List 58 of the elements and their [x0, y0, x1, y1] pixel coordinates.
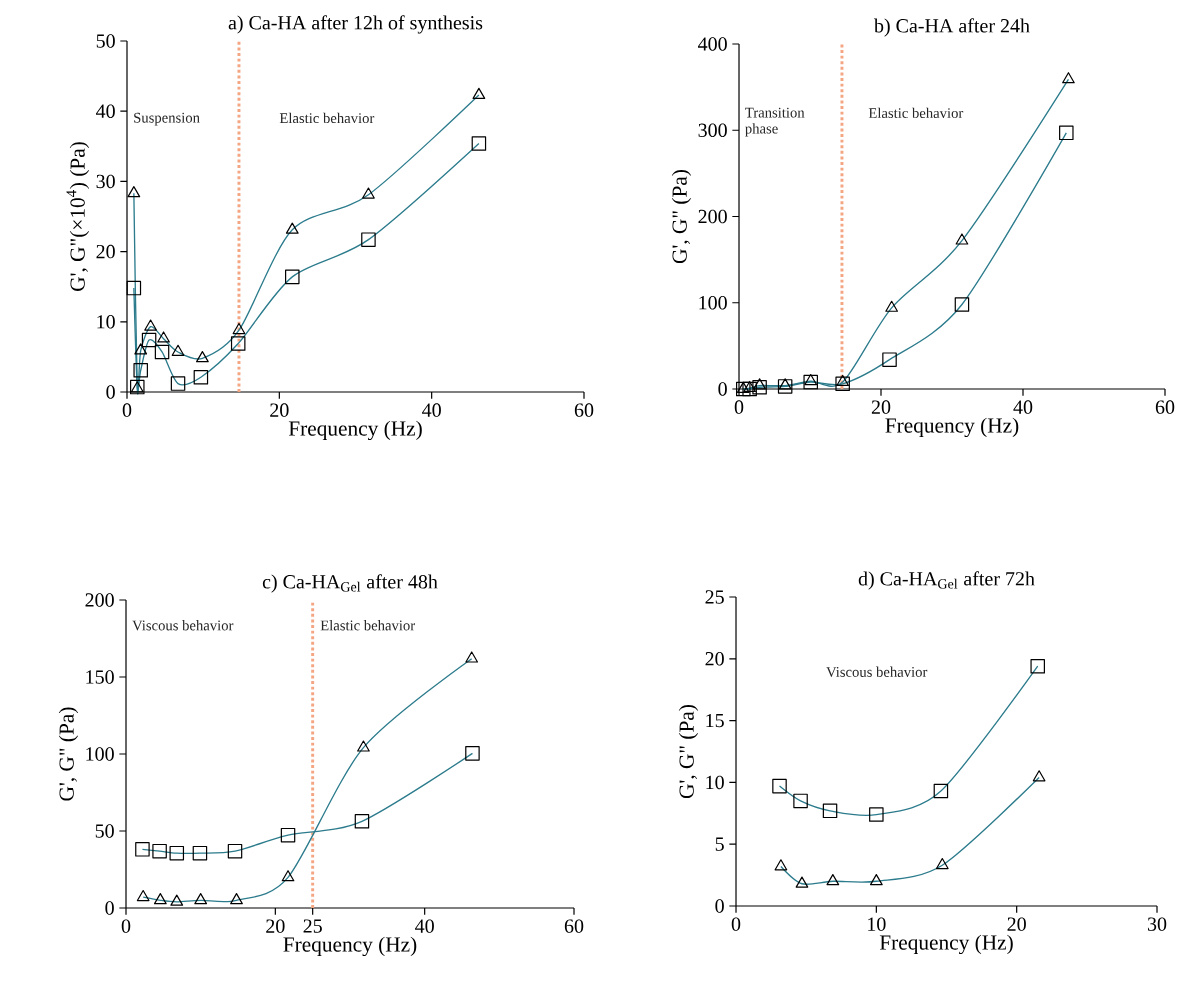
- x-tick-label: 60: [1155, 400, 1175, 414]
- y-tick-label: 300: [698, 123, 727, 137]
- x-tick-label: 20: [270, 403, 289, 417]
- x-tick-label: 20: [871, 400, 891, 414]
- y-tick-label: 200: [85, 593, 114, 607]
- y-axis-title: G', G" (Pa): [58, 707, 79, 801]
- x-axis-title: Frequency (Hz): [879, 934, 1013, 955]
- x-tick-label: 20: [266, 919, 285, 933]
- chart-title: d) Ca-HA$_{Gel}$ after 72h: [858, 571, 1035, 590]
- x-tick-label: 10: [868, 917, 886, 931]
- annotation: Elastic behavior: [279, 112, 375, 124]
- x-tick-label: 0: [731, 917, 741, 931]
- x-tick-label: 60: [574, 403, 594, 417]
- annotation: Elastic behavior: [868, 107, 964, 119]
- annotation: Elastic behavior: [320, 620, 415, 631]
- x-tick-label: 60: [564, 919, 584, 933]
- x-axis-title: Frequency (Hz): [283, 936, 417, 957]
- annotation: Transition phase: [745, 107, 805, 137]
- y-tick-label: 50: [96, 34, 115, 48]
- y-tick-label: 200: [698, 209, 727, 224]
- y-tick-label: 20: [705, 652, 724, 666]
- y-axis-title: G', G" (Pa): [671, 170, 692, 264]
- x-tick-label: 0: [121, 919, 131, 933]
- y-tick-label: 5: [715, 837, 724, 851]
- chart-title: b) Ca-HA after 24h: [873, 18, 1030, 37]
- y-tick-label: 0: [715, 899, 724, 913]
- y-tick-label: 30: [96, 174, 115, 189]
- y-tick-label: 0: [718, 382, 727, 396]
- y-tick-label: 10: [97, 315, 115, 329]
- y-tick-label: 0: [106, 385, 115, 399]
- x-tick-label: 0: [122, 403, 132, 417]
- annotation: Viscous behavior: [132, 620, 234, 631]
- y-tick-label: 400: [698, 37, 727, 51]
- x-tick-label: 25: [303, 919, 322, 933]
- x-axis-title: Frequency (Hz): [288, 420, 422, 441]
- y-tick-label: 50: [95, 824, 114, 838]
- y-tick-label: 0: [105, 901, 114, 915]
- y-tick-label: 100: [86, 747, 114, 761]
- x-tick-label: 20: [1007, 917, 1026, 931]
- y-tick-label: 20: [96, 244, 115, 259]
- chart-title: a) Ca-HA after 12h of synthesis: [228, 15, 483, 34]
- x-tick-label: 30: [1147, 917, 1167, 931]
- y-tick-label: 100: [699, 296, 727, 310]
- x-axis-title: Frequency (Hz): [885, 417, 1019, 438]
- y-tick-label: 150: [86, 670, 114, 684]
- y-tick-label: 40: [96, 104, 115, 118]
- x-tick-label: 40: [422, 403, 441, 417]
- annotation: Suspension: [134, 112, 200, 126]
- x-tick-label: 40: [415, 919, 434, 933]
- x-tick-label: 0: [734, 400, 744, 414]
- x-tick-label: 40: [1013, 400, 1033, 414]
- y-axis-title: G', G" (Pa): [678, 705, 699, 799]
- y-tick-label: 10: [706, 775, 724, 790]
- chart-title: c) Ca-HA$_{Gel}$ after 48h: [262, 574, 438, 593]
- y-tick-label: 15: [706, 713, 724, 728]
- y-tick-label: 25: [705, 590, 724, 604]
- y-axis-title: G', G"(×10$^{4}$) (Pa): [66, 142, 90, 291]
- annotation: Viscous behavior: [826, 666, 928, 677]
